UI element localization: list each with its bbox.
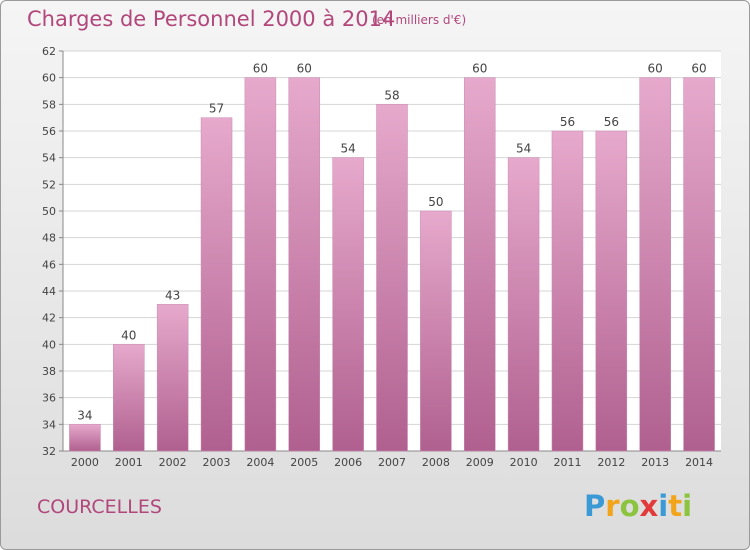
x-tick-label: 2012 <box>597 456 625 469</box>
y-tick-label: 56 <box>42 125 56 138</box>
x-tick-label: 2003 <box>203 456 231 469</box>
logo-letter: o <box>619 489 640 523</box>
y-tick-label: 48 <box>42 232 56 245</box>
bar <box>420 210 452 452</box>
x-tick-label: 2013 <box>641 456 669 469</box>
x-tick-label: 2000 <box>71 456 99 469</box>
y-tick-label: 38 <box>42 365 56 378</box>
bar-value-label: 60 <box>648 62 663 76</box>
x-tick-label: 2002 <box>159 456 187 469</box>
bar-value-label: 50 <box>428 195 443 209</box>
y-tick-label: 46 <box>42 258 56 271</box>
x-axis: 2000 2001 2002 2003 2004 2005 2006 2007 2008 2009… <box>71 456 713 469</box>
bar <box>639 77 671 452</box>
bar-value-label: 43 <box>165 288 180 302</box>
bar-value-label: 54 <box>340 142 355 156</box>
y-tick-label: 62 <box>42 45 56 58</box>
bars: 34 40 43 57 60 60 54 58 50 60 54 56 56 60 60 <box>69 62 715 452</box>
x-tick-label: 2014 <box>685 456 713 469</box>
y-tick-label: 52 <box>42 178 56 191</box>
y-tick-label: 50 <box>42 205 56 218</box>
proxiti-logo[interactable]: Proxiti <box>584 489 692 523</box>
logo-letter: i <box>658 489 669 523</box>
y-tick-label: 58 <box>42 98 56 111</box>
logo-letter: P <box>584 489 606 523</box>
bar-value-label: 34 <box>77 408 92 422</box>
y-tick-label: 32 <box>42 445 56 458</box>
bar-value-label: 56 <box>560 115 575 129</box>
x-tick-label: 2008 <box>422 456 450 469</box>
y-tick-label: 40 <box>42 338 56 351</box>
bar-value-label: 60 <box>691 62 706 76</box>
bar-value-label: 56 <box>604 115 619 129</box>
x-tick-label: 2007 <box>378 456 406 469</box>
chart-title: Charges de Personnel 2000 à 2014 <box>27 7 396 31</box>
bar <box>683 77 715 452</box>
x-tick-label: 2005 <box>290 456 318 469</box>
bar <box>69 424 101 452</box>
bar-value-label: 54 <box>516 142 531 156</box>
x-tick-label: 2006 <box>334 456 362 469</box>
y-tick-label: 42 <box>42 312 56 325</box>
x-tick-label: 2001 <box>115 456 143 469</box>
logo-letter: r <box>605 489 620 523</box>
bar <box>200 117 233 452</box>
bar-value-label: 60 <box>253 62 268 76</box>
logo-letter: t <box>668 489 683 523</box>
bar-value-label: 60 <box>297 62 312 76</box>
bar <box>551 130 584 452</box>
bar-value-label: 60 <box>472 62 487 76</box>
x-tick-label: 2004 <box>246 456 274 469</box>
logo-letter: x <box>639 489 659 523</box>
bar <box>156 304 189 452</box>
x-tick-label: 2009 <box>466 456 494 469</box>
logo-letter: i <box>682 489 693 523</box>
y-tick-label: 60 <box>42 72 56 85</box>
y-tick-label: 34 <box>42 418 56 431</box>
bar <box>463 77 496 452</box>
chart-subtitle: (en milliers d'€) <box>372 13 467 27</box>
y-tick-label: 36 <box>42 392 56 405</box>
bar-value-label: 58 <box>384 88 399 102</box>
bar <box>332 157 364 452</box>
bar <box>595 130 628 452</box>
bar <box>376 104 408 452</box>
x-tick-label: 2010 <box>510 456 538 469</box>
bar <box>244 77 277 452</box>
x-tick-label: 2011 <box>553 456 581 469</box>
bar <box>288 77 321 452</box>
bar-value-label: 40 <box>121 328 136 342</box>
bar-value-label: 57 <box>209 102 224 116</box>
y-tick-label: 54 <box>42 152 56 165</box>
commune-name: COURCELLES <box>37 496 162 518</box>
bar <box>507 157 540 452</box>
bar <box>113 344 145 452</box>
y-tick-label: 44 <box>42 285 56 298</box>
